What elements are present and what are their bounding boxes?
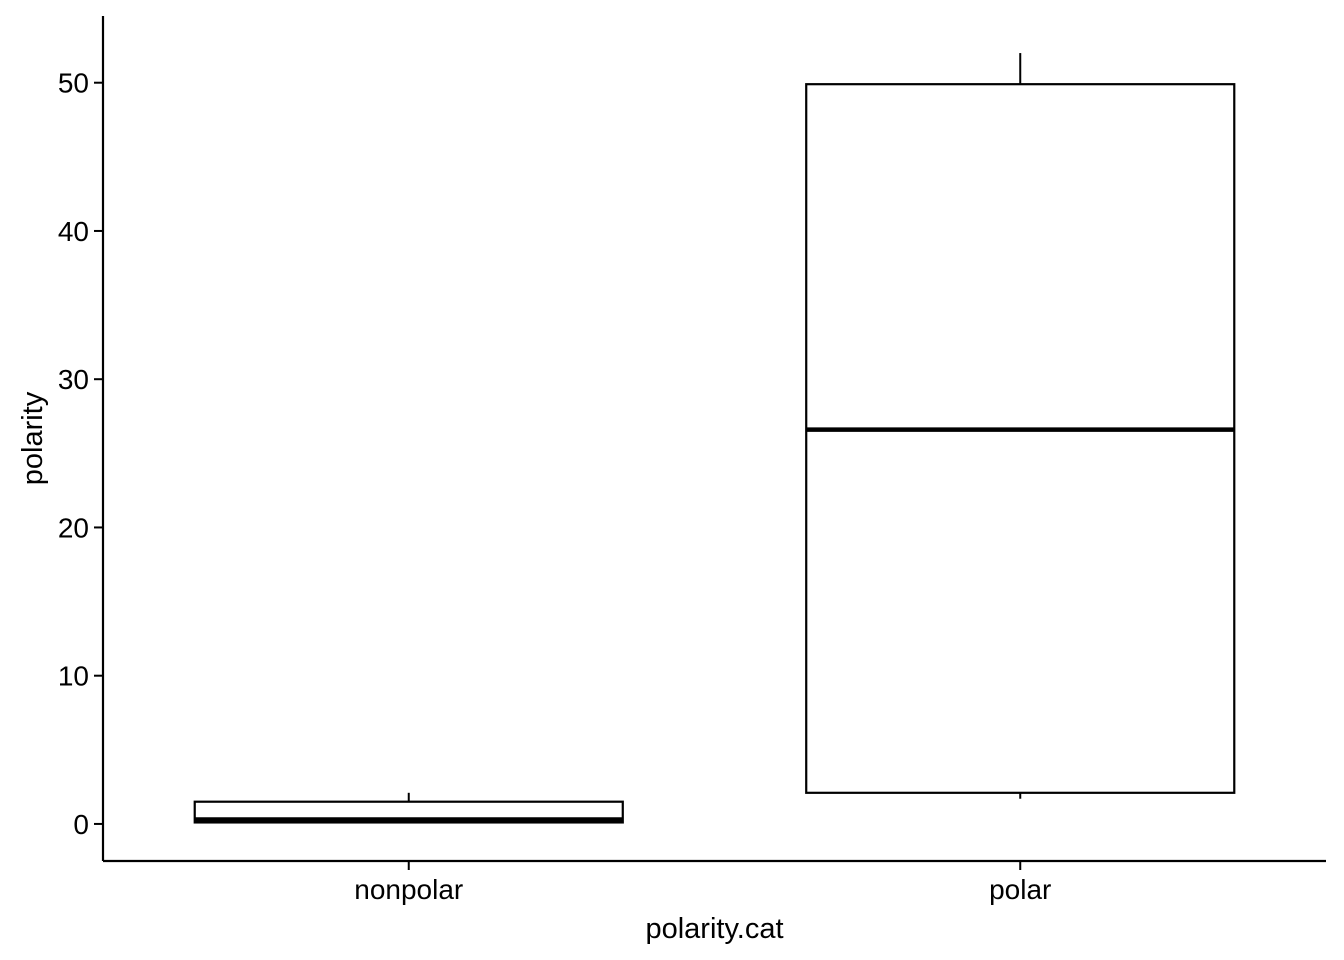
y-tick-label: 30: [58, 364, 89, 395]
x-axis-title: polarity.cat: [645, 913, 783, 945]
iqr-box: [805, 83, 1236, 794]
y-tick-label: 0: [73, 809, 89, 840]
x-axis: nonpolar polar: [103, 859, 1326, 905]
y-axis-title: polarity: [17, 391, 49, 485]
boxes: [193, 53, 1236, 824]
y-axis: 0 10 20 30 40 50: [58, 16, 105, 861]
y-tick-label: 20: [58, 512, 89, 543]
y-tick-label: 50: [58, 68, 89, 99]
y-tick-label: 10: [58, 661, 89, 692]
y-tick-label: 40: [58, 216, 89, 247]
x-tick-label: nonpolar: [354, 874, 463, 905]
box-nonpolar: [193, 792, 624, 824]
box-polar: [805, 53, 1236, 799]
x-tick-label: polar: [989, 874, 1051, 905]
